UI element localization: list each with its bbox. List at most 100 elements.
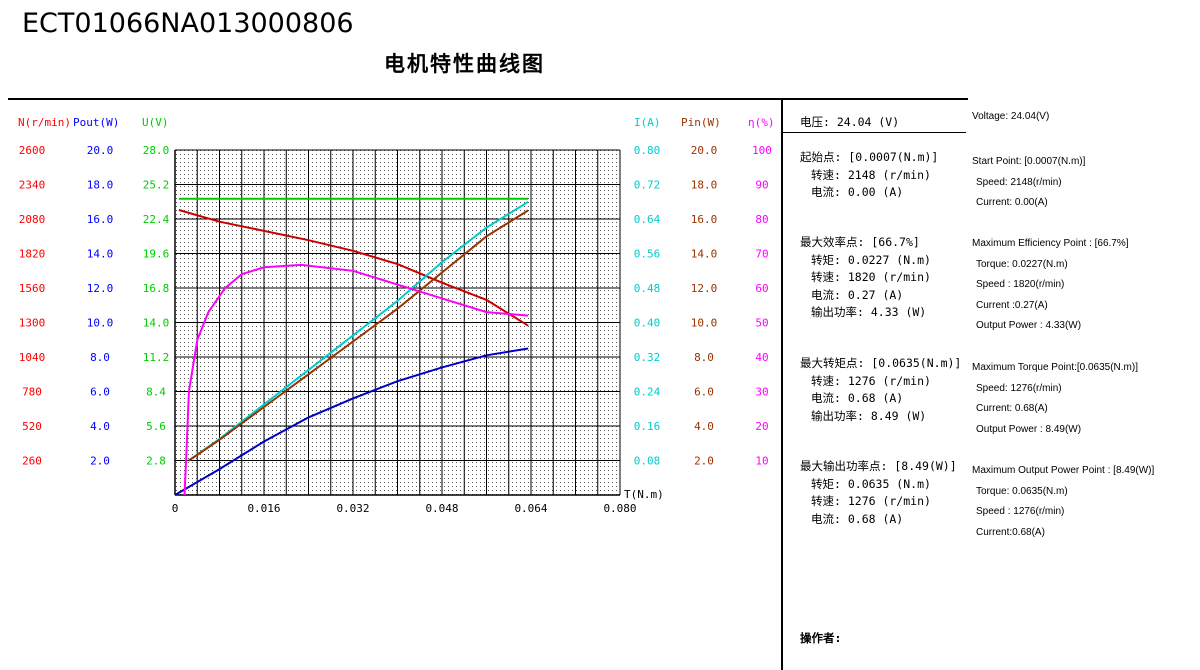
en-torque-current: Current: 0.68(A): [976, 403, 1048, 414]
cn-output-speed: 转速: 1276 (r/min): [811, 494, 931, 508]
y-tick-label: 14.0: [143, 317, 170, 330]
en-output-torque: Torque: 0.0635(N.m): [976, 485, 1068, 497]
chart-title: 电机特性曲线图: [384, 52, 545, 76]
y-tick-label: 50: [755, 317, 768, 330]
y-tick-label: 2.0: [90, 455, 110, 468]
x-tick-label: 0.064: [514, 502, 547, 515]
x-tick-label: 0: [172, 502, 179, 515]
en-eff-title: Maximum Efficiency Point : [66.7%]: [972, 238, 1129, 249]
en-start-point: Start Point: [0.0007(N.m)] Speed: 2148(r…: [972, 152, 1085, 214]
y-tick-label: 16.0: [87, 213, 114, 226]
y-tick-label: 4.0: [694, 420, 714, 433]
y-tick-label: 0.24: [634, 386, 661, 399]
y-tick-label: 0.16: [634, 420, 661, 433]
cn-torque-current: 电流: 0.68 (A): [811, 391, 904, 405]
y-tick-label: 80: [755, 213, 768, 226]
y-tick-label: 8.0: [90, 351, 110, 364]
y-tick-label: 1820: [19, 248, 46, 261]
y-tick-label: 520: [22, 420, 42, 433]
x-tick-label: 0.048: [425, 502, 458, 515]
y-tick-label: 1560: [19, 282, 46, 295]
y-tick-label: 2080: [19, 213, 46, 226]
y-tick-label: 2340: [19, 179, 46, 192]
axis-header: Pin(W): [681, 116, 721, 129]
y-tick-label: 22.4: [143, 213, 170, 226]
x-tick-label: 0.032: [336, 502, 369, 515]
cn-eff-current: 电流: 0.27 (A): [811, 287, 904, 302]
cn-torque-title: 最大转矩点: [0.0635(N.m)]: [800, 356, 962, 370]
y-tick-label: 2.0: [694, 455, 714, 468]
y-tick-label: 2.8: [146, 455, 166, 468]
en-torque-output: Output Power : 8.49(W): [976, 423, 1082, 435]
y-tick-label: 6.0: [90, 386, 110, 399]
cn-output-torque: 转矩: 0.0635 (N.m): [811, 476, 931, 491]
en-torque-title: Maximum Torque Point:[0.0635(N.m)]: [972, 362, 1138, 373]
en-eff-speed: Speed : 1820(r/min): [976, 279, 1065, 290]
axis-header: I(A): [634, 116, 661, 129]
y-tick-label: 16.0: [691, 213, 718, 226]
axis-header: N(r/min): [18, 116, 71, 129]
axis-header: U(V): [142, 116, 169, 129]
cn-torque-speed: 转速: 1276 (r/min): [811, 373, 931, 388]
y-tick-label: 6.0: [694, 386, 714, 399]
en-max-output: Maximum Output Power Point : [8.49(W)] T…: [972, 461, 1154, 543]
axis-header: η(%): [748, 116, 775, 129]
cn-voltage: 电压: 24.04 (V): [800, 115, 900, 129]
cn-start-current: 电流: 0.00 (A): [811, 185, 904, 199]
y-tick-label: 0.56: [634, 248, 661, 261]
y-tick-label: 0.32: [634, 351, 661, 364]
y-tick-label: 5.6: [146, 420, 166, 433]
series-line-3: [188, 200, 529, 462]
en-voltage: Voltage: 24.04(V): [972, 111, 1050, 122]
y-tick-label: 260: [22, 455, 42, 468]
y-tick-label: 19.6: [143, 248, 170, 261]
y-tick-label: 0.40: [634, 317, 661, 330]
en-output-current: Current:0.68(A): [976, 526, 1045, 538]
y-tick-label: 12.0: [87, 282, 114, 295]
series-line-5: [183, 263, 529, 496]
y-tick-label: 0.72: [634, 179, 661, 192]
y-tick-label: 0.64: [634, 213, 661, 226]
y-tick-label: 25.2: [143, 179, 170, 192]
y-tick-label: 16.8: [143, 282, 170, 295]
y-tick-label: 40: [755, 351, 768, 364]
cn-start-speed: 转速: 2148 (r/min): [811, 167, 931, 182]
y-tick-label: 70: [755, 248, 768, 261]
en-eff-current: Current :0.27(A): [976, 299, 1048, 311]
y-tick-label: 4.0: [90, 420, 110, 433]
y-tick-label: 8.4: [146, 386, 166, 399]
y-tick-label: 20: [755, 420, 768, 433]
vertical-divider: [781, 100, 783, 670]
cn-max-torque: 最大转矩点: [0.0635(N.m)] 转速: 1276 (r/min) 电流…: [800, 355, 961, 425]
y-tick-label: 1040: [19, 351, 46, 364]
en-output-speed: Speed : 1276(r/min): [976, 506, 1065, 517]
series-line-4: [188, 209, 529, 462]
en-output-title: Maximum Output Power Point : [8.49(W)]: [972, 465, 1155, 476]
cn-max-efficiency: 最大效率点: [66.7%] 转矩: 0.0227 (N.m) 转速: 1820…: [800, 234, 931, 322]
y-tick-label: 0.48: [634, 282, 661, 295]
en-max-torque: Maximum Torque Point:[0.0635(N.m)] Speed…: [972, 358, 1138, 440]
panel-divider-short: [783, 132, 966, 133]
en-start-title: Start Point: [0.0007(N.m)]: [972, 156, 1086, 167]
y-tick-label: 10.0: [691, 317, 718, 330]
series-line-0: [178, 209, 529, 327]
document-id: ECT01066NA013000806: [22, 8, 354, 39]
cn-eff-output: 输出功率: 4.33 (W): [811, 305, 927, 319]
motor-characteristic-chart: N(r/min) Pout(W) U(V) I(A) Pin(W) η(%) 260023…: [18, 116, 775, 515]
y-tick-label: 12.0: [691, 282, 718, 295]
y-tick-label: 10.0: [87, 317, 114, 330]
y-tick-label: 90: [755, 179, 768, 192]
cn-output-current: 电流: 0.68 (A): [811, 511, 904, 526]
en-start-current: Current: 0.00(A): [976, 197, 1048, 208]
y-tick-label: 2600: [19, 144, 46, 157]
y-tick-label: 60: [755, 282, 768, 295]
top-divider: [8, 98, 968, 100]
y-tick-label: 14.0: [691, 248, 718, 261]
y-tick-label: 8.0: [694, 351, 714, 364]
cn-eff-torque: 转矩: 0.0227 (N.m): [811, 252, 931, 267]
y-tick-label: 11.2: [143, 351, 170, 364]
series-line-1: [174, 347, 529, 496]
y-tick-label: 0.80: [634, 144, 661, 157]
cn-operator: 操作者:: [800, 631, 842, 645]
cn-output-title: 最大输出功率点: [8.49(W)]: [800, 459, 957, 473]
